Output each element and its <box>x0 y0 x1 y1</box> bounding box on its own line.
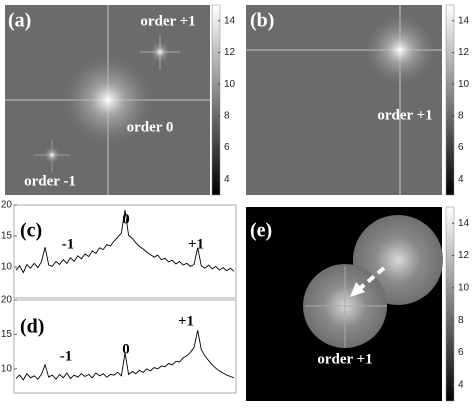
y-tick-label: 15 <box>1 329 13 340</box>
annotation: order 0 <box>127 119 174 135</box>
colorbar-tick-label: 12 <box>458 250 470 261</box>
y-tick-label: 20 <box>1 295 13 306</box>
colorbar-tick-label: 6 <box>458 142 464 153</box>
colorbar-tick-label: 10 <box>458 79 470 90</box>
colorbar-tick-label: 6 <box>224 142 230 153</box>
panel-label: (b) <box>250 10 274 32</box>
annotation: 0 <box>122 211 130 227</box>
y-tick-label: 20 <box>1 200 13 211</box>
plot-area <box>13 299 237 394</box>
colorbar-tick-label: 4 <box>224 174 230 185</box>
colorbar-tick-label: 8 <box>458 315 464 326</box>
panel-label: (a) <box>8 10 31 32</box>
annotation: +1 <box>188 236 204 252</box>
annotation: 0 <box>122 341 130 357</box>
colorbar-tick-label: 14 <box>458 218 470 229</box>
panel-label: (e) <box>250 220 272 242</box>
colorbar-tick-label: 8 <box>458 110 464 121</box>
annotation: order +1 <box>317 351 372 367</box>
colorbar-tick-label: 4 <box>458 174 464 185</box>
panel-label: (d) <box>20 316 44 338</box>
panel-b-image <box>246 5 442 195</box>
colorbar-tick-label: 14 <box>458 15 470 26</box>
y-tick-label: 10 <box>1 262 13 273</box>
annotation: order +1 <box>377 107 432 123</box>
colorbar-tick-label: 12 <box>224 47 236 58</box>
colorbar <box>445 4 455 196</box>
annotation: -1 <box>60 348 73 364</box>
annotation: order -1 <box>24 173 76 189</box>
plot-area <box>13 204 237 299</box>
panel-label: (c) <box>20 220 42 242</box>
annotation: order +1 <box>140 13 195 29</box>
colorbar <box>211 4 221 196</box>
colorbar-tick-label: 8 <box>224 110 230 121</box>
signal-line <box>15 209 235 274</box>
panel-e-image <box>246 207 443 401</box>
signal-line <box>15 330 235 381</box>
colorbar-tick-label: 14 <box>224 15 236 26</box>
colorbar-tick-label: 12 <box>458 47 470 58</box>
panel-a-image <box>5 5 210 195</box>
colorbar-tick-label: 6 <box>458 347 464 358</box>
colorbar-tick-label: 4 <box>458 379 464 390</box>
y-tick-label: 15 <box>1 231 13 242</box>
colorbar <box>445 206 455 402</box>
annotation: +1 <box>178 313 194 329</box>
annotation: -1 <box>62 236 75 252</box>
colorbar-tick-label: 10 <box>224 79 236 90</box>
colorbar-tick-label: 10 <box>458 282 470 293</box>
y-tick-label: 10 <box>1 364 13 375</box>
